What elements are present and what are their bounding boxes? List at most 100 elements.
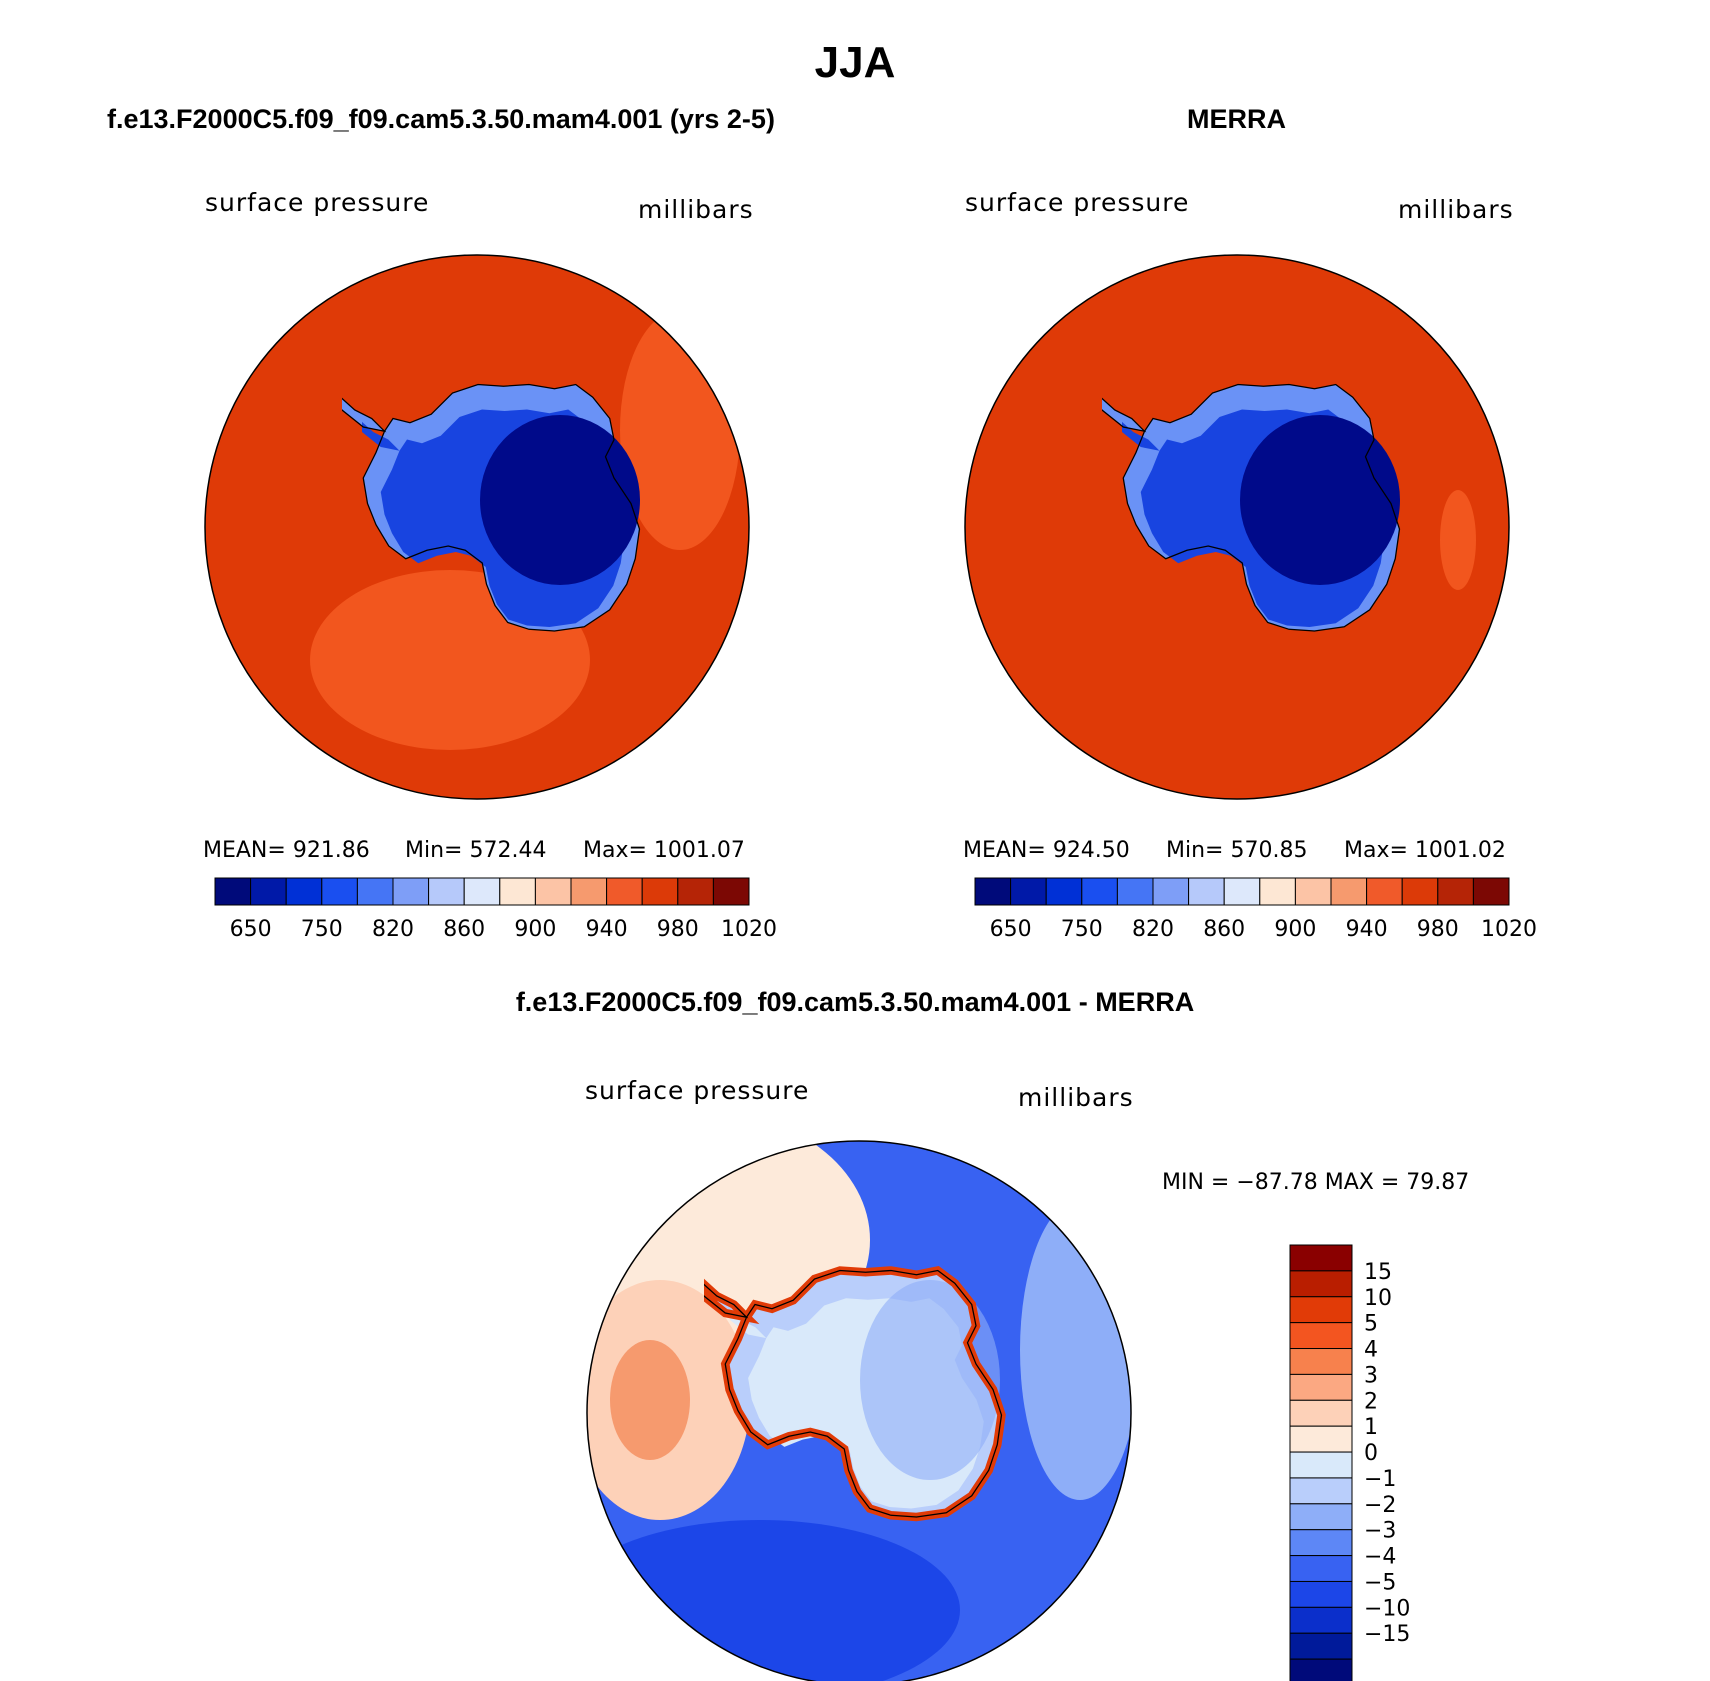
colorbar-difference-swatch bbox=[1289, 1373, 1353, 1401]
colorbar-difference-tick-label: 10 bbox=[1364, 1286, 1392, 1311]
colorbar-model-swatch bbox=[428, 877, 465, 906]
colorbar-difference-swatch bbox=[1289, 1244, 1353, 1272]
colorbar-model-tick-label: 900 bbox=[514, 917, 556, 942]
colorbar-merra-swatch bbox=[1401, 877, 1439, 906]
colorbar-difference-swatch bbox=[1289, 1658, 1353, 1681]
colorbar-model-swatch bbox=[321, 877, 358, 906]
colorbar-difference-tick-label: 4 bbox=[1364, 1338, 1378, 1363]
colorbar-difference-swatch bbox=[1289, 1632, 1353, 1660]
colorbar-merra-tick-label: 820 bbox=[1132, 917, 1174, 942]
colorbar-difference-swatch bbox=[1289, 1399, 1353, 1427]
colorbar-merra-swatch bbox=[1330, 877, 1368, 906]
colorbar-model-tick-label: 940 bbox=[586, 917, 628, 942]
colorbar-difference-tick-label: −15 bbox=[1364, 1622, 1410, 1647]
colorbar-difference-tick-label: −2 bbox=[1364, 1493, 1396, 1518]
colorbar-merra-swatch bbox=[1437, 877, 1474, 906]
colorbar-merra-swatch bbox=[1366, 877, 1403, 906]
colorbar-merra-swatch bbox=[1223, 877, 1261, 906]
colorbar-merra-tick-label: 940 bbox=[1346, 917, 1388, 942]
colorbar-merra-tick-label: 900 bbox=[1274, 917, 1316, 942]
colorbar-model-swatch bbox=[677, 877, 714, 906]
min-stat-model: Min= 572.44 bbox=[405, 838, 547, 863]
colorbar-difference-tick-label: 15 bbox=[1364, 1260, 1392, 1285]
colorbar-merra-swatch bbox=[1081, 877, 1118, 906]
colorbar-model-tick-label: 1020 bbox=[721, 917, 777, 942]
colorbar-difference-tick-label: −4 bbox=[1364, 1545, 1396, 1570]
colorbar-merra-swatch bbox=[1045, 877, 1083, 906]
colorbar-difference-tick-label: −3 bbox=[1364, 1519, 1396, 1544]
colorbar-model-swatch bbox=[356, 877, 394, 906]
max-stat-model: Max= 1001.07 bbox=[583, 838, 745, 863]
colorbar-merra-tick-label: 650 bbox=[990, 917, 1032, 942]
difference-title: f.e13.F2000C5.f09_f09.cam5.3.50.mam4.001… bbox=[515, 987, 1195, 1017]
colorbar-difference-swatch bbox=[1289, 1606, 1353, 1634]
colorbar-model-tick-label: 860 bbox=[443, 917, 485, 942]
mean-stat-model: MEAN= 921.86 bbox=[203, 838, 370, 863]
colorbar-model-swatch bbox=[285, 877, 323, 906]
map-merra bbox=[965, 255, 1509, 799]
colorbar-model-swatch bbox=[570, 877, 608, 906]
colorbar-merra-tick-label: 750 bbox=[1061, 917, 1103, 942]
colorbar-model-swatch bbox=[534, 877, 572, 906]
colorbar-model: 650 750 820 860 900 940 980 1020 bbox=[214, 877, 777, 942]
colorbar-model-swatch bbox=[712, 877, 750, 906]
colorbar-difference-swatch bbox=[1289, 1425, 1353, 1453]
colorbar-model-tick-label: 650 bbox=[230, 917, 272, 942]
panel-title-model: f.e13.F2000C5.f09_f09.cam5.3.50.mam4.001… bbox=[107, 104, 775, 134]
colorbar-model-swatch bbox=[606, 877, 643, 906]
colorbar-model-swatch bbox=[392, 877, 430, 906]
colorbar-difference-swatch bbox=[1289, 1503, 1353, 1531]
colorbar-difference-tick-label: 1 bbox=[1364, 1415, 1378, 1440]
colorbar-difference-tick-label: 5 bbox=[1364, 1312, 1378, 1337]
colorbar-merra: 650 750 820 860 900 940 980 1020 bbox=[974, 877, 1537, 942]
units-label-model: millibars bbox=[638, 195, 754, 224]
variable-label-merra: surface pressure bbox=[965, 188, 1190, 217]
units-label-diff: millibars bbox=[1018, 1083, 1134, 1112]
colorbar-difference-tick-label: −5 bbox=[1364, 1570, 1396, 1595]
colorbar-difference-tick-label: 2 bbox=[1364, 1389, 1378, 1414]
colorbar-merra-swatch bbox=[1259, 877, 1296, 906]
colorbar-merra-swatch bbox=[1116, 877, 1154, 906]
colorbar-difference-swatch bbox=[1289, 1322, 1353, 1350]
colorbar-difference-swatch bbox=[1289, 1451, 1353, 1479]
colorbar-difference-swatch bbox=[1289, 1270, 1353, 1298]
colorbar-model-swatch bbox=[463, 877, 501, 906]
colorbar-model-swatch bbox=[214, 877, 252, 906]
colorbar-model-tick-label: 980 bbox=[657, 917, 699, 942]
colorbar-difference-swatch bbox=[1289, 1529, 1353, 1557]
map-difference bbox=[587, 1141, 1131, 1681]
colorbar-difference-tick-label: 0 bbox=[1364, 1441, 1378, 1466]
colorbar-difference-tick-label: 3 bbox=[1364, 1363, 1378, 1388]
max-stat-merra: Max= 1001.02 bbox=[1344, 838, 1506, 863]
colorbar-merra-swatch bbox=[1152, 877, 1190, 906]
colorbar-difference-swatch bbox=[1289, 1555, 1353, 1582]
min-stat-merra: Min= 570.85 bbox=[1166, 838, 1308, 863]
colorbar-difference-swatch bbox=[1289, 1296, 1353, 1324]
panel-title-merra: MERRA bbox=[1187, 104, 1286, 134]
colorbar-difference-tick-label: −1 bbox=[1364, 1467, 1396, 1492]
colorbar-model-tick-label: 750 bbox=[301, 917, 343, 942]
colorbar-difference-swatch bbox=[1289, 1477, 1353, 1505]
main-title: JJA bbox=[814, 38, 896, 87]
mean-stat-merra: MEAN= 924.50 bbox=[963, 838, 1130, 863]
colorbar-model-tick-label: 820 bbox=[372, 917, 414, 942]
colorbar-difference-swatch bbox=[1289, 1348, 1353, 1375]
colorbar-merra-swatch bbox=[1472, 877, 1510, 906]
colorbar-merra-tick-label: 1020 bbox=[1481, 917, 1537, 942]
variable-label-model: surface pressure bbox=[205, 188, 430, 217]
variable-label-diff: surface pressure bbox=[585, 1076, 810, 1105]
map-model bbox=[205, 255, 749, 799]
diff-minmax: MIN = −87.78 MAX = 79.87 bbox=[1162, 1170, 1470, 1195]
units-label-merra: millibars bbox=[1398, 195, 1514, 224]
colorbar-merra-swatch bbox=[1188, 877, 1225, 906]
colorbar-merra-tick-label: 980 bbox=[1417, 917, 1459, 942]
colorbar-merra-swatch bbox=[1294, 877, 1332, 906]
colorbar-merra-swatch bbox=[1010, 877, 1047, 906]
colorbar-model-swatch bbox=[250, 877, 287, 906]
colorbar-model-swatch bbox=[641, 877, 679, 906]
colorbar-difference-tick-label: −10 bbox=[1364, 1596, 1410, 1621]
colorbar-model-swatch bbox=[499, 877, 536, 906]
colorbar-merra-swatch bbox=[974, 877, 1012, 906]
